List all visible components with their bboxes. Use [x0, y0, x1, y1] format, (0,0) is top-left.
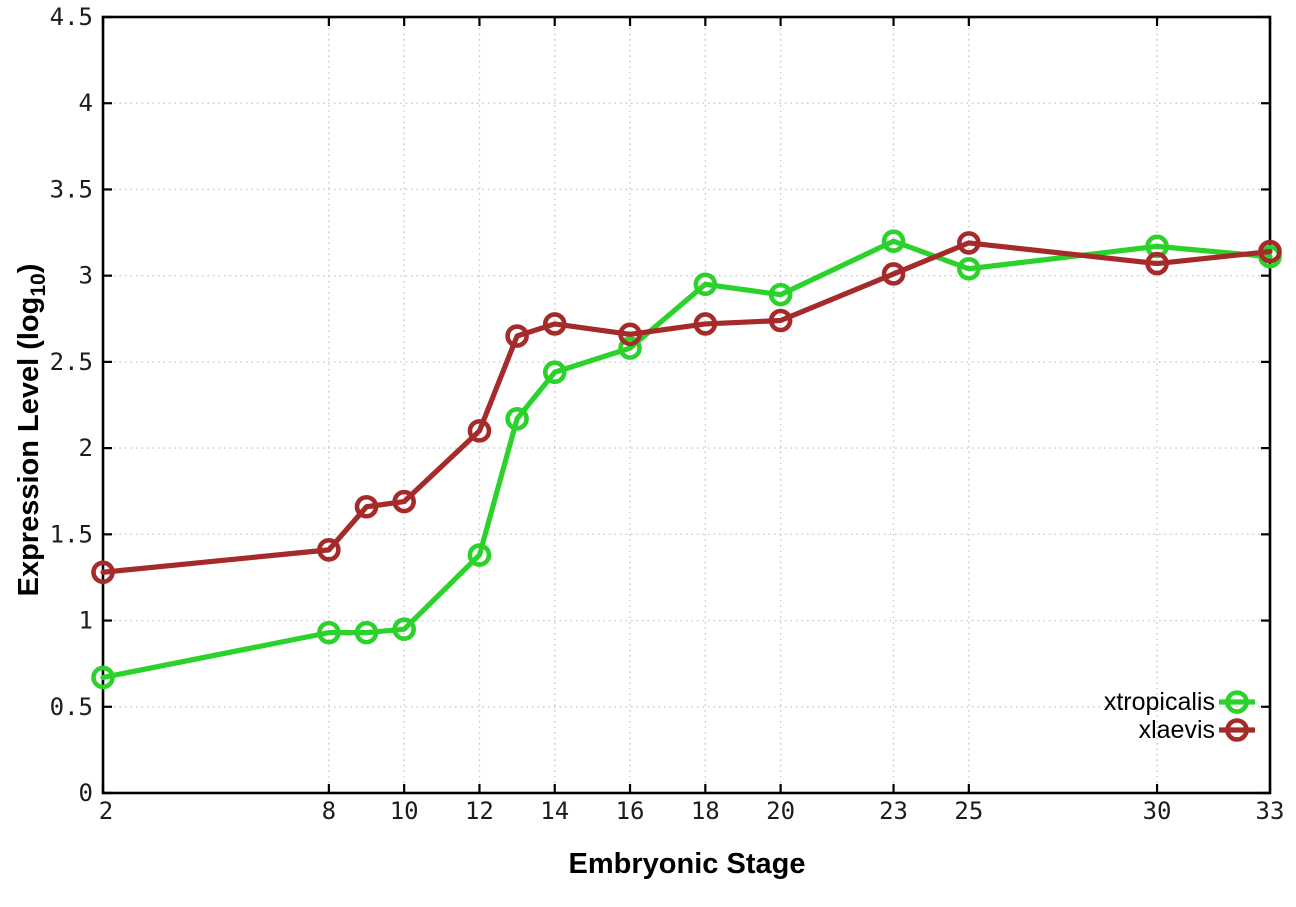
series-xlaevis-point-stage-12 [467, 419, 492, 443]
series-xlaevis-point-stage-2 [91, 560, 115, 585]
legend-entry-xlaevis: xlaevis [1139, 716, 1255, 744]
x-tick-label-18: 18 [691, 797, 720, 825]
x-tick-label-8: 8 [322, 797, 336, 825]
series-xtropicalis-point-stage-10 [392, 617, 416, 641]
x-tick-label-14: 14 [540, 797, 569, 825]
series-xlaevis-point-stage-23 [881, 262, 906, 286]
series-xlaevis-point-stage-16 [618, 322, 642, 347]
series-xlaevis-point-stage-18 [693, 312, 718, 336]
x-tick-label-33: 33 [1256, 797, 1285, 825]
series-xlaevis-point-stage-14 [542, 312, 567, 336]
plot-border-box [101, 15, 1272, 795]
series-xlaevis-point-stage-30 [1145, 251, 1169, 276]
legend-label-xtropicalis: xtropicalis [1104, 688, 1215, 716]
series-xlaevis-point-stage-9 [354, 494, 379, 519]
y-tick-label-0.5: 0.5 [50, 693, 93, 721]
y-tick-label-2: 2 [79, 434, 93, 462]
y-axis-title: Expression Level (log10) [13, 264, 50, 597]
series-xlaevis-point-stage-13 [505, 324, 529, 348]
x-tick-label-20: 20 [766, 797, 795, 825]
series-xlaevis-point-stage-20 [768, 308, 793, 333]
series-xtropicalis-point-stage-13 [505, 406, 529, 431]
x-tick-label-16: 16 [616, 797, 645, 825]
x-tick-label-2: 2 [99, 797, 113, 825]
series-xlaevis-point-stage-33 [1258, 239, 1282, 264]
series-xlaevis-point-stage-8 [317, 538, 341, 562]
series-xtropicalis-point-stage-23 [881, 229, 906, 253]
legend-marker-xtropicalis [1225, 690, 1249, 714]
series-xtropicalis-point-stage-20 [768, 282, 793, 307]
series-xlaevis-line [100, 240, 1273, 575]
x-tick-label-10: 10 [390, 797, 419, 825]
series-xtropicalis-point-stage-12 [467, 543, 492, 567]
series-xtropicalis-point-stage-25 [957, 256, 981, 281]
series-xtropicalis-point-stage-2 [91, 665, 115, 690]
y-tick-label-4.5: 4.5 [50, 3, 93, 31]
data-series [91, 229, 1282, 690]
series-xtropicalis-point-stage-16 [618, 336, 642, 360]
x-tick-label-23: 23 [879, 797, 908, 825]
legend-entry-xtropicalis: xtropicalis [1104, 688, 1255, 716]
series-xtropicalis-line [100, 238, 1273, 681]
x-tick-label-25: 25 [954, 797, 983, 825]
y-axis-title-subscript: 10 [27, 273, 50, 296]
y-axis-title-end: ) [13, 264, 45, 274]
y-tick-label-4: 4 [79, 89, 93, 117]
axis-ticks [101, 15, 1272, 795]
series-xtropicalis-point-stage-14 [542, 360, 567, 385]
series-xlaevis-point-stage-25 [957, 231, 981, 255]
y-tick-label-0: 0 [79, 779, 93, 807]
y-tick-label-3.5: 3.5 [50, 175, 93, 203]
legend-label-xlaevis: xlaevis [1139, 716, 1215, 744]
tick-labels: 2 8 10 12 14 16 18 20 23 25 30 33 0 0.5 1 1.5 2 2.5 3 3.5 4 4… [50, 3, 1285, 825]
y-tick-label-2.5: 2.5 [50, 348, 93, 376]
series-xtropicalis-point-stage-9 [354, 620, 379, 645]
legend-marker-xlaevis [1225, 718, 1249, 742]
y-tick-label-3: 3 [79, 262, 93, 290]
x-tick-label-30: 30 [1143, 797, 1172, 825]
x-axis-title: Embryonic Stage [569, 848, 806, 880]
series-xtropicalis-point-stage-18 [693, 272, 718, 297]
y-axis-title-main: Expression Level (log [13, 297, 45, 597]
y-tick-label-1.5: 1.5 [50, 520, 93, 548]
series-xlaevis-point-stage-10 [392, 489, 416, 514]
gridlines [103, 17, 1270, 793]
series-xtropicalis-point-stage-8 [317, 620, 341, 645]
y-tick-label-1: 1 [79, 607, 93, 635]
x-tick-label-12: 12 [465, 797, 494, 825]
plot-border [101, 15, 1272, 795]
